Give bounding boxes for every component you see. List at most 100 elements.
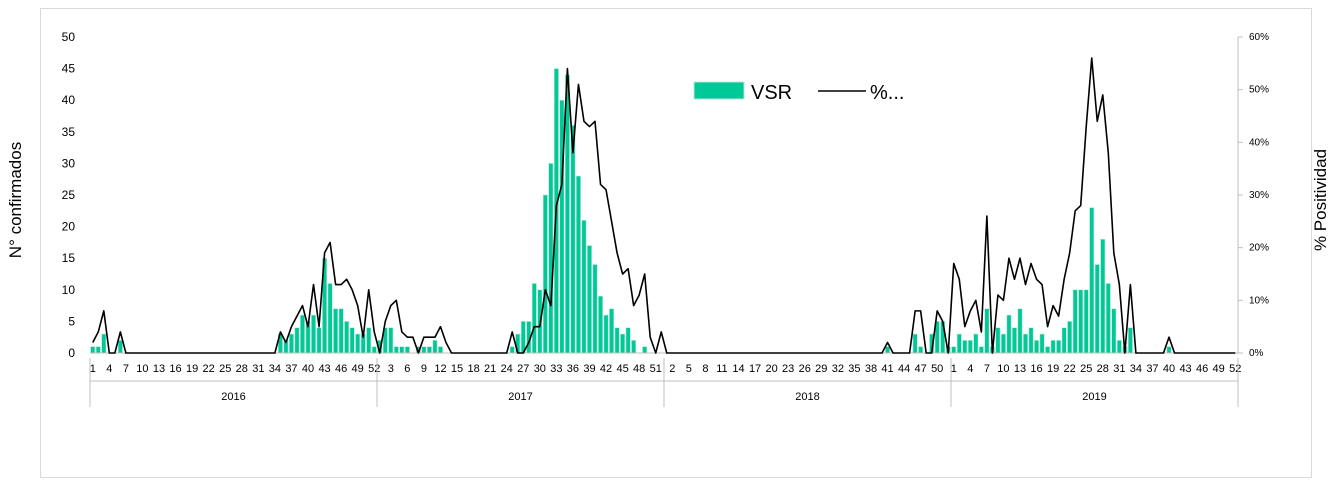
x-tick-label: 25 — [1080, 363, 1092, 375]
y2-tick-label: 30% — [1249, 190, 1269, 201]
y2-tick-label: 60% — [1249, 32, 1269, 43]
bar-vsr — [912, 333, 918, 354]
x-tick-label: 21 — [484, 363, 496, 375]
bar-vsr — [1006, 314, 1012, 354]
bar-vsr — [520, 321, 526, 354]
bar-vsr — [349, 327, 355, 354]
bar-vsr — [117, 340, 123, 354]
y-tick-label: 30 — [62, 156, 76, 170]
bar-vsr — [338, 308, 344, 354]
bar-vsr — [1000, 333, 1006, 354]
bar-vsr — [509, 346, 515, 354]
x-tick-label: 52 — [368, 363, 380, 375]
bar-vsr — [1061, 327, 1067, 354]
x-tick-label: 17 — [749, 363, 761, 375]
bar-vsr — [1083, 289, 1089, 354]
y-tick-label: 40 — [62, 93, 76, 107]
x-tick-label: 22 — [1064, 363, 1076, 375]
x-tick-label: 13 — [1014, 363, 1026, 375]
year-label: 2019 — [1082, 391, 1106, 403]
chart-area — [40, 8, 1312, 478]
bar-vsr — [316, 327, 322, 354]
bar-vsr — [404, 346, 410, 354]
x-tick-label: 49 — [352, 363, 364, 375]
x-tick-label: 28 — [1097, 363, 1109, 375]
x-tick-label: 31 — [1113, 363, 1125, 375]
bar-vsr — [1100, 238, 1106, 354]
x-tick-label: 13 — [153, 363, 165, 375]
x-tick-label: 12 — [434, 363, 446, 375]
x-tick-label: 18 — [467, 363, 479, 375]
x-tick-label: 19 — [1047, 363, 1059, 375]
bar-vsr — [399, 346, 405, 354]
bar-vsr — [625, 327, 631, 354]
bar-vsr — [603, 314, 609, 354]
bar-vsr — [421, 346, 427, 354]
bar-vsr — [642, 346, 648, 354]
x-tick-label: 26 — [799, 363, 811, 375]
y-tick-label: 10 — [62, 283, 76, 297]
x-tick-label: 10 — [136, 363, 148, 375]
x-tick-label: 43 — [1179, 363, 1191, 375]
year-label: 2016 — [221, 391, 245, 403]
bar-vsr — [962, 340, 968, 354]
bar-vsr — [631, 340, 637, 354]
bar-vsr — [918, 346, 924, 354]
bar-vsr — [294, 327, 300, 354]
y2-tick-label: 50% — [1249, 85, 1269, 96]
bar-vsr — [995, 327, 1001, 354]
bar-vsr — [973, 333, 979, 354]
bar-vsr — [956, 333, 962, 354]
bar-vsr — [344, 321, 350, 354]
x-tick-label: 49 — [1213, 363, 1225, 375]
y2-tick-label: 40% — [1249, 137, 1269, 148]
bar-vsr — [311, 314, 316, 354]
x-tick-label: 29 — [815, 363, 827, 375]
bar-vsr — [885, 346, 890, 354]
x-tick-label: 50 — [931, 363, 943, 375]
bar-vsr — [1028, 327, 1034, 354]
bar-vsr — [1039, 333, 1045, 354]
bar-vsr — [371, 346, 377, 354]
x-tick-label: 22 — [203, 363, 215, 375]
bar-vsr — [587, 245, 592, 354]
bar-vsr — [570, 125, 576, 354]
x-tick-label: 46 — [335, 363, 347, 375]
y-tick-label: 35 — [62, 125, 76, 139]
bar-vsr — [1089, 207, 1095, 354]
bar-vsr — [1105, 283, 1111, 354]
bar-vsr — [978, 346, 984, 354]
y2-tick-label: 10% — [1249, 295, 1269, 306]
y-tick-label: 25 — [62, 188, 76, 202]
x-tick-label: 48 — [633, 363, 645, 375]
bar-vsr — [432, 340, 438, 354]
y-tick-label: 0 — [68, 346, 75, 360]
y-tick-label: 50 — [62, 30, 76, 44]
x-tick-label: 46 — [1196, 363, 1208, 375]
x-tick-label: 35 — [848, 363, 860, 375]
x-tick-label: 3 — [388, 363, 394, 375]
bar-vsr — [575, 175, 581, 354]
x-tick-label: 16 — [169, 363, 181, 375]
bar-vsr — [548, 163, 554, 354]
x-tick-label: 43 — [318, 363, 330, 375]
bar-vsr — [393, 346, 399, 354]
legend-label-positividad: %... — [870, 82, 904, 104]
x-tick-label: 52 — [1229, 363, 1241, 375]
x-tick-label: 15 — [451, 363, 463, 375]
x-tick-label: 38 — [865, 363, 877, 375]
bar-vsr — [426, 346, 432, 354]
x-tick-label: 28 — [236, 363, 248, 375]
line-positividad — [92, 57, 1236, 354]
x-tick-label: 14 — [732, 363, 744, 375]
bar-vsr — [1067, 321, 1073, 354]
bar-vsr — [1056, 340, 1062, 354]
x-tick-label: 37 — [1146, 363, 1158, 375]
bar-vsr — [333, 308, 339, 354]
bar-vsr — [1050, 340, 1056, 354]
x-tick-label: 9 — [421, 363, 427, 375]
x-tick-label: 7 — [984, 363, 990, 375]
bar-vsr — [1045, 346, 1051, 354]
bar-vsr — [1078, 289, 1084, 354]
bar-vsr — [1111, 308, 1117, 354]
